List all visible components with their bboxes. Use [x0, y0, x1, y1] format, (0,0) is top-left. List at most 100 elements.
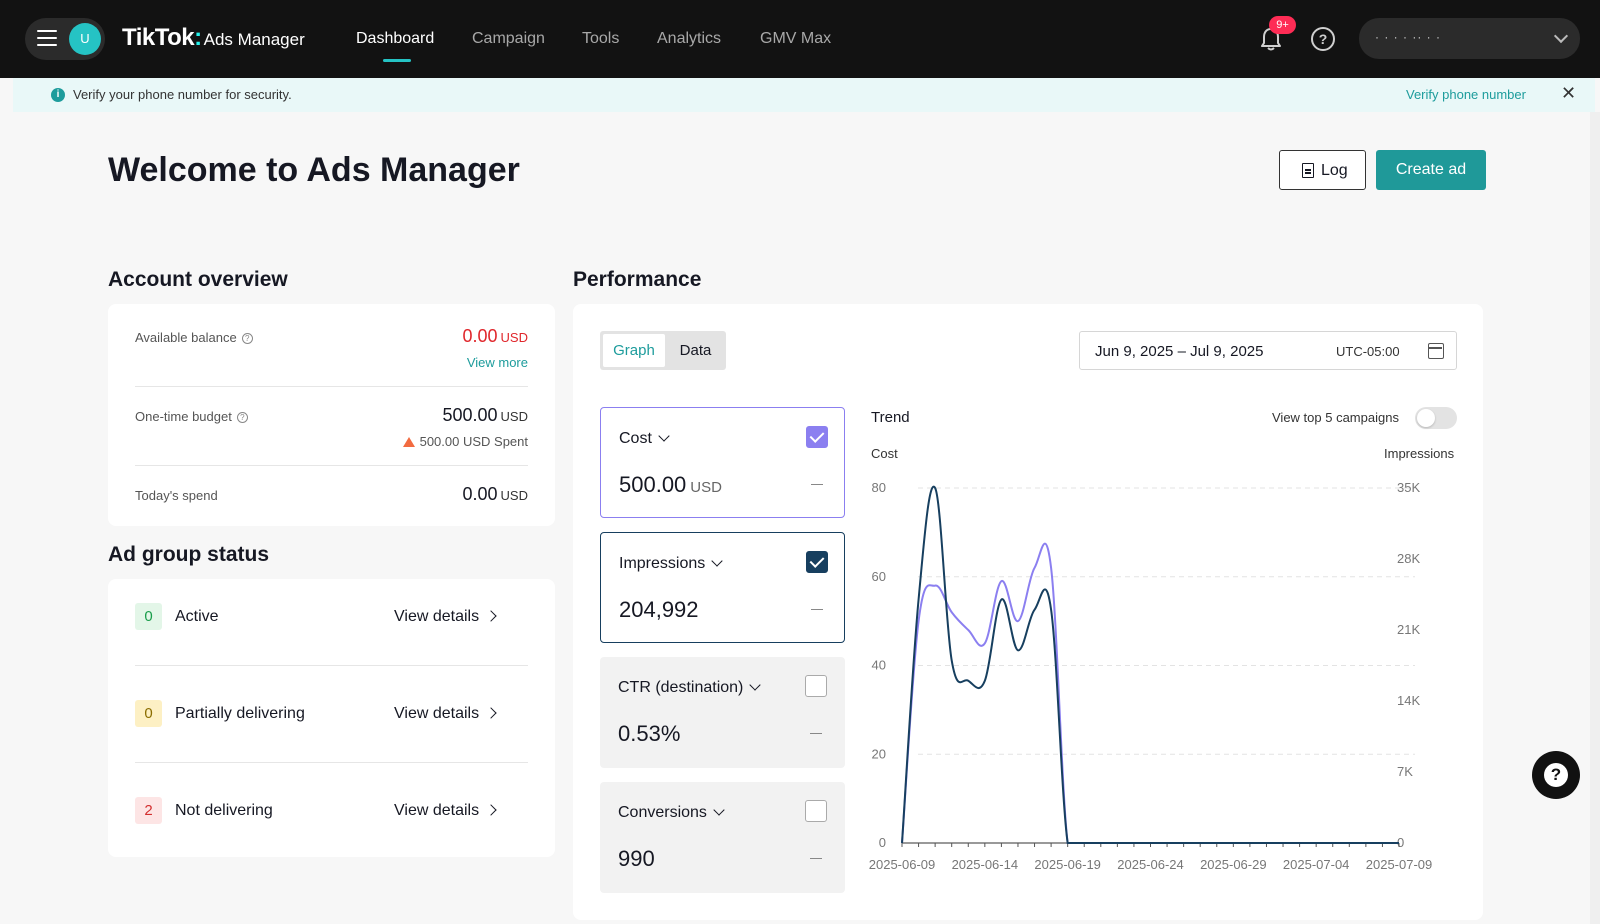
graph-view-button[interactable]: Graph [603, 334, 665, 367]
logo-product: Ads Manager [203, 30, 305, 49]
y-left-tick-label: 0 [879, 835, 886, 850]
account-overview-title: Account overview [108, 268, 288, 291]
comparison-dash [811, 609, 823, 610]
tiktok-ads-manager-logo[interactable]: TikTok: Ads Manager [122, 24, 305, 52]
y-left-tick-label: 20 [872, 746, 886, 761]
chevron-down-icon [1553, 28, 1569, 44]
performance-title: Performance [573, 268, 702, 291]
tab-analytics[interactable]: Analytics [657, 30, 722, 47]
metric-value: 0.53% [618, 721, 681, 746]
x-tick-label: 2025-06-14 [952, 857, 1019, 872]
chevron-right-icon [485, 610, 497, 622]
available-balance-label: Available balance? [135, 330, 253, 345]
y-right-tick-label: 35K [1397, 480, 1420, 495]
scrollbar[interactable] [1590, 112, 1600, 924]
available-balance-value: 0.00 USD [462, 326, 529, 346]
question-icon[interactable]: ? [236, 412, 248, 423]
banner-message: Verify your phone number for security. [73, 87, 292, 102]
divider [135, 386, 528, 387]
metric-label[interactable]: Conversions [618, 804, 725, 822]
top5-campaigns-toggle[interactable] [1415, 407, 1457, 429]
active-tab-indicator [383, 59, 411, 62]
metric-label[interactable]: Cost [619, 430, 670, 448]
metric-card-ctr[interactable]: CTR (destination) 0.53% [600, 657, 845, 768]
status-active-label: Active [175, 608, 219, 625]
status-partially-delivering-label: Partially delivering [175, 705, 305, 722]
logo-colon: : [194, 24, 202, 51]
view-details-partially-delivering[interactable]: View details [394, 705, 497, 723]
view-more-link[interactable]: View more [466, 355, 528, 370]
account-name: · · · · ·· · · [1375, 30, 1441, 44]
view-details-active[interactable]: View details [394, 608, 497, 626]
question-icon: ? [1544, 763, 1568, 787]
tab-tools[interactable]: Tools [582, 30, 620, 47]
tab-campaign[interactable]: Campaign [472, 30, 545, 47]
ad-group-status-title: Ad group status [108, 543, 269, 566]
tab-gmv-max[interactable]: GMV Max [760, 30, 832, 47]
verify-phone-link[interactable]: Verify phone number [1406, 87, 1526, 102]
x-tick-label: 2025-06-09 [869, 857, 936, 872]
verify-phone-banner: i Verify your phone number for security.… [13, 78, 1595, 112]
info-icon: i [51, 88, 65, 102]
hamburger-icon[interactable] [37, 30, 57, 48]
metric-value: 990 [618, 846, 655, 871]
y-right-tick-label: 28K [1397, 551, 1420, 566]
tab-dashboard[interactable]: Dashboard [356, 30, 435, 47]
chevron-down-icon [711, 555, 723, 567]
y-right-tick-label: 21K [1397, 622, 1420, 637]
metric-label[interactable]: CTR (destination) [618, 679, 762, 697]
account-overview-card: Available balance? 0.00 USD View more One… [108, 304, 555, 526]
one-time-budget-value: 500.00 USD [442, 405, 528, 425]
metric-value: 500.00 USD [619, 472, 722, 497]
y-right-tick-label: 14K [1397, 693, 1420, 708]
x-tick-label: 2025-06-29 [1200, 857, 1267, 872]
data-view-button[interactable]: Data [679, 342, 712, 359]
metric-checkbox-impressions[interactable] [806, 551, 828, 573]
metric-card-cost[interactable]: Cost 500.00 USD [600, 407, 845, 518]
metric-checkbox-ctr[interactable] [805, 675, 827, 697]
partially-delivering-count-badge: 0 [135, 700, 162, 727]
left-axis-title: Cost [871, 446, 898, 461]
metric-card-impressions[interactable]: Impressions 204,992 [600, 532, 845, 643]
account-selector[interactable]: · · · · ·· · · [1359, 18, 1580, 59]
log-button[interactable]: Log [1279, 150, 1366, 190]
metric-card-conversions[interactable]: Conversions 990 [600, 782, 845, 893]
chevron-right-icon [485, 804, 497, 816]
divider [135, 665, 528, 666]
not-delivering-count-badge: 2 [135, 797, 162, 824]
y-left-tick-label: 80 [872, 480, 886, 495]
divider [135, 465, 528, 466]
chevron-down-icon [749, 679, 762, 691]
y-right-tick-label: 7K [1397, 764, 1413, 779]
metric-label[interactable]: Impressions [619, 555, 723, 573]
one-time-budget-label: One-time budget? [135, 409, 248, 424]
question-icon[interactable]: ? [241, 333, 253, 344]
y-left-tick-label: 60 [872, 569, 886, 584]
y-left-tick-label: 40 [872, 658, 886, 673]
create-ad-button[interactable]: Create ad [1376, 150, 1486, 190]
comparison-dash [811, 484, 823, 485]
log-button-label: Log [1321, 162, 1348, 179]
trend-chart: 80 60 40 20 0 35K 28K 21K 14K 7K 0 2025-06-09 2025-0… [869, 480, 1433, 872]
date-range-picker[interactable]: Jun 9, 2025 – Jul 9, 2025 UTC-05:00 [1079, 331, 1457, 370]
floating-help-button[interactable]: ? [1532, 751, 1580, 799]
avatar[interactable]: U [69, 23, 101, 55]
date-range-value: Jun 9, 2025 – Jul 9, 2025 [1095, 343, 1264, 360]
menu-account-switcher[interactable]: U [25, 18, 105, 60]
close-icon[interactable]: ✕ [1561, 83, 1577, 103]
divider [135, 762, 528, 763]
right-axis-title: Impressions [1384, 446, 1455, 461]
x-tick-label: 2025-06-24 [1117, 857, 1184, 872]
y-right-tick-label: 0 [1397, 835, 1404, 850]
timezone-label: UTC-05:00 [1336, 344, 1400, 359]
warning-icon [402, 437, 415, 447]
series-line-cost [901, 542, 1399, 844]
status-not-delivering-label: Not delivering [175, 802, 273, 819]
metric-checkbox-cost[interactable] [806, 426, 828, 448]
view-details-not-delivering[interactable]: View details [394, 802, 497, 820]
help-icon[interactable]: ? [1311, 27, 1335, 51]
top5-campaigns-label: View top 5 campaigns [1272, 410, 1399, 425]
metric-checkbox-conversions[interactable] [805, 800, 827, 822]
comparison-dash [810, 733, 822, 734]
active-count-badge: 0 [135, 603, 162, 630]
